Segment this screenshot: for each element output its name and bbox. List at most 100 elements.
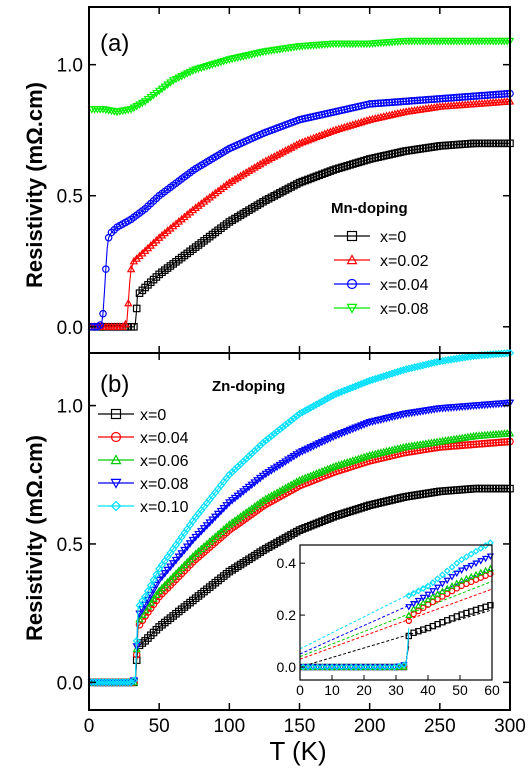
panel-b-point-x=0.08 — [168, 560, 178, 568]
panel-b-point-x=0.06 — [328, 462, 338, 471]
panel-b-point-x=0.08 — [222, 502, 231, 510]
panel-a-point-x=0.02 — [357, 117, 366, 126]
panel-a-point-x=0.04 — [410, 96, 419, 105]
panel-a-point-x=0.02 — [286, 143, 296, 151]
panel-b-point-x=0.08 — [149, 586, 158, 595]
panel-a-point-x=0.02 — [222, 180, 231, 188]
panel-b-point-x=0.06 — [292, 477, 301, 486]
panel-b-point-x=0.10 — [292, 412, 301, 421]
panel-b-point-x=0.08 — [194, 530, 203, 539]
panel-b-legend-marker-x=0.04 — [110, 431, 122, 443]
panel-b-point-x=0.06 — [225, 520, 234, 528]
inset-point-x=0.06 — [409, 605, 418, 612]
panel-b-point-x=0.06 — [289, 478, 299, 487]
panel-b-point-x=0.10 — [376, 373, 385, 382]
panel-b-point-x=0.06 — [373, 448, 383, 457]
panel-b-point-x=0.08 — [211, 513, 220, 522]
panel-b-point-x=0.10 — [298, 408, 307, 417]
panel-b-point-x=0.10 — [107, 678, 116, 687]
panel-b-point-x=0.10 — [301, 406, 310, 415]
inset-point-x=0.06 — [457, 576, 466, 584]
panel-a-point-x=0.02 — [219, 182, 228, 190]
panel-b-point-x=0.06 — [149, 594, 158, 602]
panel-b-point-x=0.06 — [314, 468, 324, 476]
panel-a-point-x=0.02 — [264, 155, 273, 163]
inset-x-tick-label: 30 — [388, 682, 404, 698]
panel-a-point-x=0.04 — [461, 93, 469, 101]
panel-b-point-x=0.08 — [138, 606, 147, 614]
inset-point-x=0.08 — [433, 584, 442, 592]
panel-a-point-x=0.04 — [96, 321, 105, 329]
inset-x-tick-label: 40 — [420, 682, 436, 698]
panel-b-point-x=0.06 — [368, 450, 377, 458]
panel-b-point-x=0.08 — [174, 553, 184, 562]
panel-a-legend-title: Mn-doping — [331, 200, 408, 217]
panel-b-point-x=0.06 — [261, 494, 271, 503]
panel-a-point-x=0.04 — [466, 92, 475, 101]
panel-a-point-x=0.02 — [376, 112, 386, 121]
panel-b-point-x=0.10 — [337, 387, 346, 396]
inset-y-tick-label: 0.2 — [277, 607, 297, 623]
panel-b-point-x=0.10 — [152, 570, 161, 579]
panel-b-legend-title: Zn-doping — [212, 378, 285, 395]
panel-a-legend-marker-x=0 — [346, 230, 358, 242]
panel-b-point-x=0.10 — [340, 386, 349, 395]
panel-a-point-x=0.04 — [363, 100, 371, 109]
inset-point-x=0.06 — [481, 566, 490, 574]
panel-a-point-x=0.02 — [261, 156, 271, 165]
panel-b-point-x=0.04 — [475, 440, 483, 448]
panel-b-legend-marker-x=0.06 — [110, 454, 122, 465]
panel-a-point-x=0.04 — [494, 90, 503, 99]
panel-a-point-x=0.02 — [396, 108, 405, 116]
panel-a-point-x=0.04 — [430, 95, 439, 103]
panel-a-point-x=0.02 — [314, 131, 324, 140]
inset-point-x=0.10 — [357, 663, 365, 671]
panel-b-point-x=0.04 — [461, 441, 469, 449]
panel-a-point-x=0.04 — [419, 96, 427, 104]
inset-point-x=0.10 — [323, 663, 331, 671]
panel-b-point-x=0.08 — [247, 481, 257, 490]
panel-b-point-x=0.08 — [152, 581, 161, 590]
inset-point-x=0.06 — [405, 611, 413, 618]
panel-b-point-x=0.10 — [303, 405, 312, 414]
panel-a-point-x=0.04 — [399, 97, 408, 106]
inset-point-x=0.10 — [347, 663, 355, 671]
panel-b-point-x=0.10 — [93, 678, 102, 687]
panel-a-point-x=0.08 — [152, 89, 161, 98]
panel-b-legend-label-x=0: x=0 — [140, 407, 166, 424]
panel-a-point-x=0.04 — [365, 100, 374, 108]
panel-a-point-x=0.04 — [405, 97, 413, 105]
inset-point-x=0.10 — [419, 585, 427, 592]
panel-a-point-x=0.08 — [157, 85, 167, 94]
inset-x-tick-label: 50 — [452, 682, 468, 698]
panel-a-y-tick-label: 0.0 — [57, 318, 83, 339]
panel-a-point-x=0.02 — [208, 190, 217, 199]
panel-a-point-x=0.04 — [368, 99, 377, 108]
inset-point-x=0.08 — [453, 570, 461, 578]
panel-b-point-x=0.06 — [393, 444, 402, 452]
panel-b-point-x=0.10 — [228, 468, 237, 477]
panel-b-point-x=0.06 — [284, 482, 293, 490]
panel-a-point-x=0.04 — [391, 98, 399, 106]
panel-a-point-x=0.02 — [368, 114, 377, 123]
panel-a-legend-label-x=0.02: x=0.02 — [380, 253, 429, 270]
panel-a-point-x=0.02 — [345, 121, 355, 129]
panel-b-point-x=0.04 — [464, 441, 472, 449]
panel-a-point-x=0.08 — [140, 98, 150, 106]
panel-b-point-x=0.10 — [323, 394, 332, 403]
panel-b-point-x=0.06 — [270, 489, 279, 498]
panel-b-point-x=0.10 — [115, 678, 124, 687]
panel-b-point-x=0.06 — [264, 492, 273, 501]
panel-b-point-x=0.10 — [143, 586, 152, 596]
panel-a-point-x=0.04 — [480, 91, 489, 100]
inset-point-x=0.10 — [429, 579, 437, 587]
panel-a-point-x=0.04 — [475, 92, 483, 100]
panel-a-series-layer — [87, 37, 515, 331]
panel-b-point-x=0.06 — [396, 443, 405, 452]
panel-b-point-x=0.10 — [239, 457, 248, 466]
panel-b-point-x=0.04 — [480, 439, 489, 448]
panel-b-series-layer — [87, 348, 515, 687]
inset-point-x=0.10 — [342, 663, 350, 671]
panel-b-point-x=0.06 — [382, 446, 391, 455]
panel-a-point-x=0.02 — [373, 113, 383, 121]
